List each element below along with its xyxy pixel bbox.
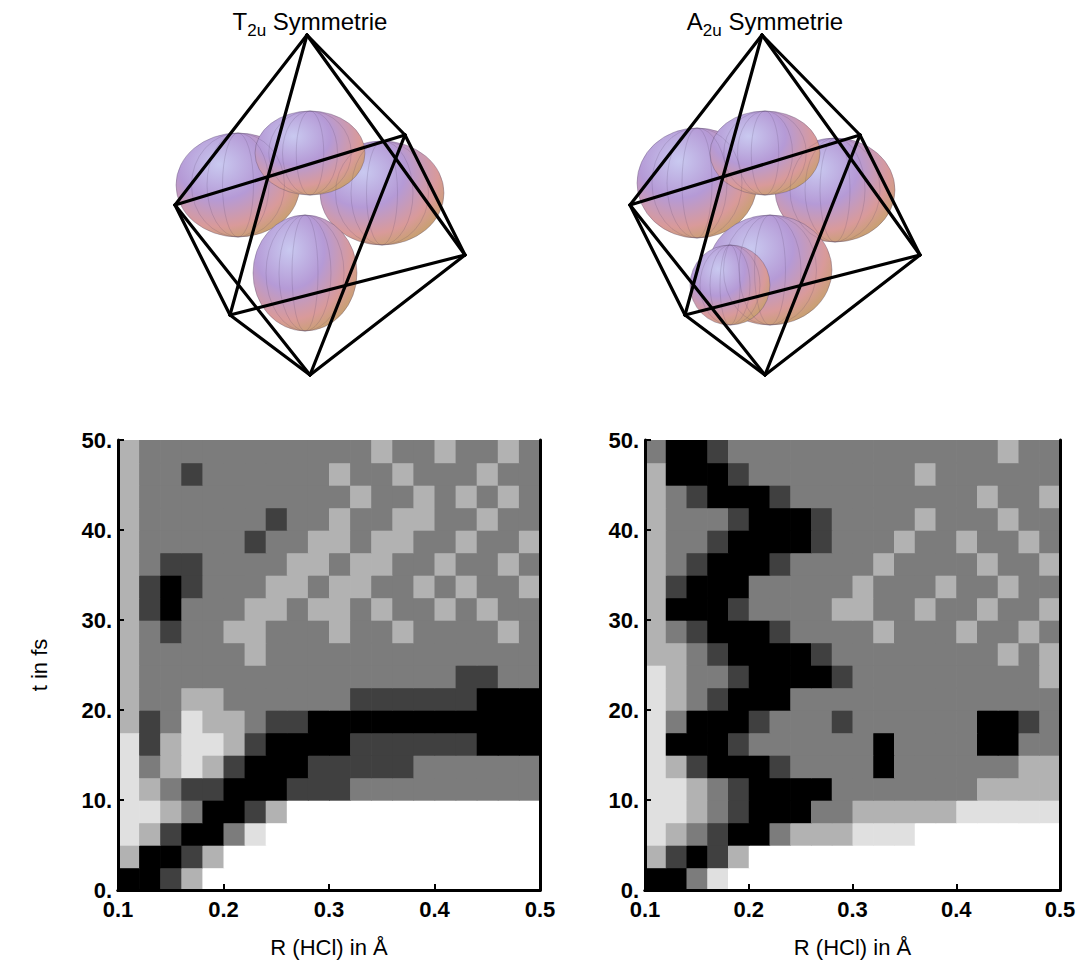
svg-text:0.3: 0.3 (837, 897, 868, 922)
svg-text:0.5: 0.5 (525, 897, 556, 922)
svg-text:0.2: 0.2 (208, 897, 239, 922)
svg-text:50.: 50. (608, 428, 639, 453)
svg-text:0.: 0. (93, 877, 112, 903)
svg-text:R (HCl) in Å: R (HCl) in Å (270, 935, 388, 960)
svg-text:0.3: 0.3 (314, 897, 345, 922)
svg-text:30.: 30. (81, 608, 112, 633)
svg-text:10.: 10. (608, 788, 639, 813)
svg-text:0.5: 0.5 (1045, 897, 1076, 922)
svg-text:0.: 0. (620, 877, 639, 903)
svg-text:0.2: 0.2 (733, 897, 764, 922)
svg-text:40.: 40. (608, 518, 639, 543)
svg-text:T2u Symmetrie: T2u Symmetrie (233, 8, 388, 40)
svg-text:0.1: 0.1 (103, 897, 134, 922)
svg-text:50.: 50. (81, 428, 112, 453)
svg-text:t in fs: t in fs (27, 639, 52, 692)
svg-text:20.: 20. (608, 698, 639, 723)
svg-text:20.: 20. (81, 698, 112, 723)
svg-text:0.4: 0.4 (419, 897, 450, 922)
svg-text:0.4: 0.4 (941, 897, 972, 922)
svg-text:0.1: 0.1 (630, 897, 661, 922)
svg-text:40.: 40. (81, 518, 112, 543)
svg-text:30.: 30. (608, 608, 639, 633)
svg-text:R (HCl) in Å: R (HCl) in Å (794, 935, 912, 960)
svg-text:A2u Symmetrie: A2u Symmetrie (687, 8, 843, 40)
svg-text:10.: 10. (81, 788, 112, 813)
